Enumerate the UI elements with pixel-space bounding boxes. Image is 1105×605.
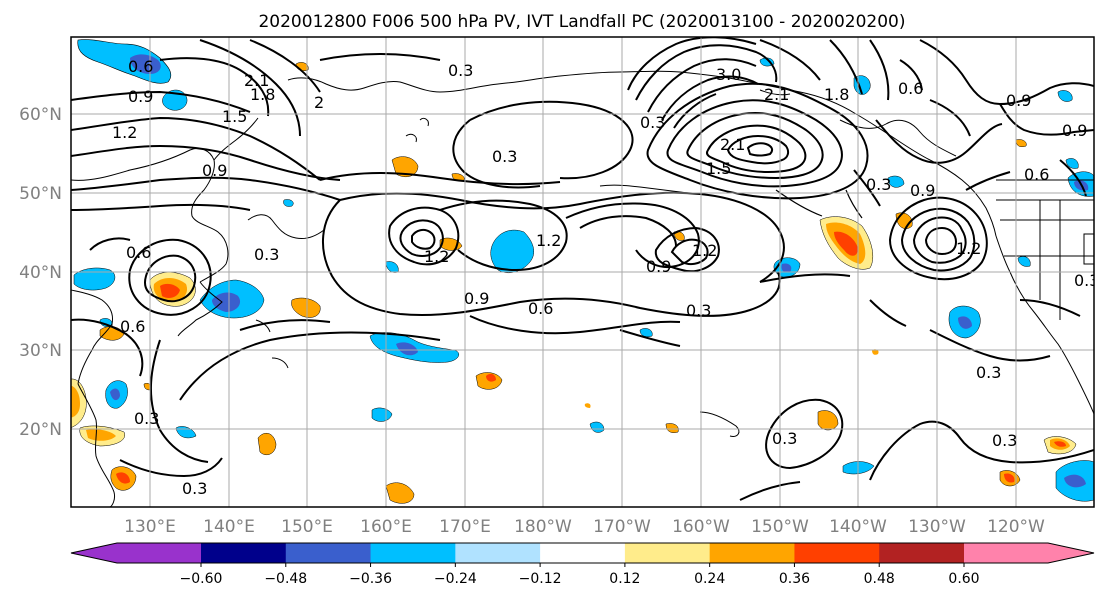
contour-label: 0.9: [646, 257, 671, 276]
colorbar-tick-label: −0.24: [434, 571, 477, 587]
lon-tick-label: 130°E: [124, 517, 176, 537]
colorbar-tick-label: −0.36: [349, 571, 392, 587]
contour-label: 2.1: [244, 71, 269, 90]
lon-tick-label: 150°E: [281, 517, 333, 537]
contour-label: 0.9: [1006, 91, 1031, 110]
colorbar-labels: −0.60 −0.48 −0.36 −0.24 −0.12 0.12 0.24 0.36 0.4…: [180, 563, 980, 587]
contour-label: 0.9: [128, 87, 153, 106]
colorbar-segment: [794, 543, 880, 563]
colorbar-segment: [540, 543, 626, 563]
contour-label: 1.2: [536, 231, 561, 250]
colorbar-segment: [964, 543, 1094, 563]
colorbar: −0.60 −0.48 −0.36 −0.24 −0.12 0.12 0.24 0.36 0.4…: [70, 542, 1095, 587]
colorbar-tick-label: −0.12: [519, 571, 562, 587]
contour-label: 2: [314, 93, 324, 112]
contour-label: 0.6: [1024, 165, 1049, 184]
colorbar-segment: [285, 543, 372, 563]
contour-label: 1.2: [112, 123, 137, 142]
contour-label: 0.3: [772, 429, 797, 448]
contour-label: 1.8: [824, 85, 849, 104]
lon-tick-label: 120°W: [987, 517, 1045, 537]
colorbar-tick-label: −0.48: [264, 571, 307, 587]
colorbar-segment: [879, 543, 965, 563]
contour-label: 3.0: [716, 65, 741, 84]
lon-tick-label: 160°W: [672, 517, 730, 537]
contour-label: 0.3: [640, 113, 665, 132]
map-title: 2020012800 F006 500 hPa PV, IVT Landfall…: [258, 12, 905, 32]
map-panel: 0.6 0.9 2.1 1.8 1.5 1.2 2 0.9 0.3 3.0 2.…: [70, 36, 1099, 508]
lat-tick-label: 20°N: [19, 420, 62, 440]
contour-label: 0.3: [182, 479, 207, 498]
lat-axis: 60°N 50°N 40°N 30°N 20°N: [19, 105, 62, 440]
colorbar-segments: [70, 542, 1095, 564]
colorbar-tick-label: 0.48: [864, 571, 895, 587]
contour-label: 0.3: [866, 175, 891, 194]
lon-tick-label: 130°W: [908, 517, 966, 537]
contour-label: 1.5: [706, 159, 731, 178]
contour-label: 0.3: [254, 245, 279, 264]
lat-tick-label: 60°N: [19, 105, 62, 125]
lon-tick-label: 160°E: [360, 517, 412, 537]
contour-label: 0.6: [126, 243, 151, 262]
map-content: 0.6 0.9 2.1 1.8 1.5 1.2 2 0.9 0.3 3.0 2.…: [71, 37, 1099, 507]
contour-label: 1.2: [956, 239, 981, 258]
lon-tick-label: 140°E: [203, 517, 255, 537]
colorbar-segment: [709, 543, 795, 563]
lon-axis: 130°E 140°E 150°E 160°E 170°E 180°W 170°…: [124, 517, 1045, 537]
contour-label: 0.6: [528, 299, 553, 318]
colorbar-segment: [370, 543, 456, 563]
contour-label: 2.1: [720, 135, 745, 154]
colorbar-segment: [201, 543, 287, 563]
contour-label: 0.3: [992, 431, 1017, 450]
lon-tick-label: 170°E: [439, 517, 491, 537]
pv-shading-negative: [73, 39, 1094, 502]
contours: [71, 37, 1094, 501]
contour-label: 0.3: [492, 147, 517, 166]
contour-label: 0.9: [464, 289, 489, 308]
lat-tick-label: 40°N: [19, 263, 62, 283]
colorbar-outline: [70, 542, 1095, 564]
contour-label: 0.3: [448, 61, 473, 80]
colorbar-tick-label: 0.12: [609, 571, 640, 587]
contour-label: 0.6: [128, 57, 153, 76]
lon-tick-label: 180°W: [514, 517, 572, 537]
contour-label: 1.2: [424, 247, 449, 266]
colorbar-tick-label: 0.36: [779, 571, 810, 587]
lat-tick-label: 30°N: [19, 341, 62, 361]
lon-tick-label: 170°W: [593, 517, 651, 537]
lon-tick-label: 150°W: [751, 517, 809, 537]
contour-label: 1.5: [222, 107, 247, 126]
colorbar-tick-label: 0.60: [948, 571, 979, 587]
colorbar-segment: [71, 543, 201, 563]
colorbar-tick-label: 0.24: [694, 571, 725, 587]
contour-label: 1.8: [250, 85, 275, 104]
contour-label: 0.3: [134, 409, 159, 428]
contour-label: 0.9: [1062, 121, 1087, 140]
contour-label: 0.3: [1074, 271, 1099, 290]
lat-tick-label: 50°N: [19, 184, 62, 204]
lon-tick-label: 140°W: [829, 517, 887, 537]
contour-label: 0.9: [202, 161, 227, 180]
contour-label: 0.6: [898, 79, 923, 98]
contour-label: 0.9: [910, 181, 935, 200]
contour-label: 0.3: [976, 363, 1001, 382]
map-frame: [70, 36, 1095, 508]
contour-label: 1.2: [692, 241, 717, 260]
contour-label: 0.6: [120, 317, 145, 336]
coastlines: [71, 70, 1094, 507]
colorbar-segment: [624, 543, 711, 563]
grid-lines: [71, 37, 1094, 507]
contour-labels: 0.6 0.9 2.1 1.8 1.5 1.2 2 0.9 0.3 3.0 2.…: [112, 57, 1099, 498]
contour-label: 0.3: [686, 301, 711, 320]
contour-label: 2.1: [764, 85, 789, 104]
colorbar-tick-label: −0.60: [180, 571, 223, 587]
colorbar-segment: [455, 543, 541, 563]
